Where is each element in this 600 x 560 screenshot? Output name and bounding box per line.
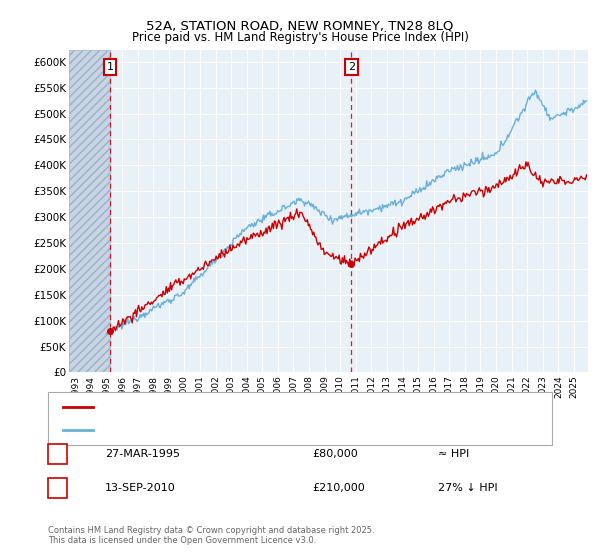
Text: 1: 1	[54, 449, 61, 459]
Text: ≈ HPI: ≈ HPI	[438, 449, 469, 459]
Text: £80,000: £80,000	[312, 449, 358, 459]
Text: 27% ↓ HPI: 27% ↓ HPI	[438, 483, 497, 493]
Text: £210,000: £210,000	[312, 483, 365, 493]
Text: 13-SEP-2010: 13-SEP-2010	[105, 483, 176, 493]
Text: Contains HM Land Registry data © Crown copyright and database right 2025.
This d: Contains HM Land Registry data © Crown c…	[48, 526, 374, 545]
Text: 2: 2	[347, 62, 355, 72]
Bar	[69, 50, 110, 372]
Text: HPI: Average price, detached house, Folkestone and Hythe: HPI: Average price, detached house, Folk…	[99, 425, 405, 435]
Text: 52A, STATION ROAD, NEW ROMNEY, TN28 8LQ: 52A, STATION ROAD, NEW ROMNEY, TN28 8LQ	[146, 20, 454, 32]
Text: 1: 1	[106, 62, 113, 72]
Text: 27-MAR-1995: 27-MAR-1995	[105, 449, 180, 459]
Text: 2: 2	[54, 483, 61, 493]
Bar	[69, 50, 110, 372]
Text: Price paid vs. HM Land Registry's House Price Index (HPI): Price paid vs. HM Land Registry's House …	[131, 31, 469, 44]
Text: 52A, STATION ROAD, NEW ROMNEY, TN28 8LQ (detached house): 52A, STATION ROAD, NEW ROMNEY, TN28 8LQ …	[99, 402, 435, 412]
